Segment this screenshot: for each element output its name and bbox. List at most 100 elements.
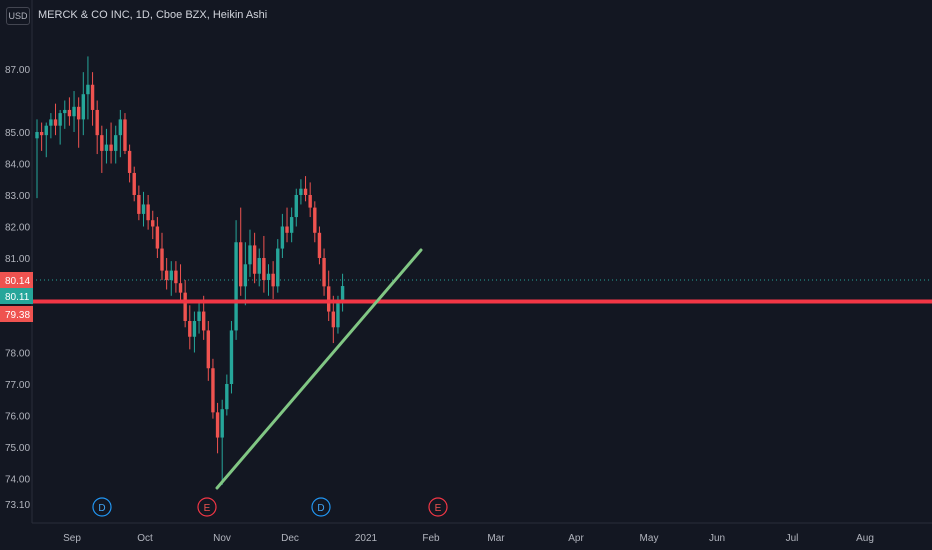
candle-body: [225, 384, 229, 410]
candle-body: [248, 245, 252, 265]
candle-body: [104, 144, 109, 151]
x-tick-label: 2021: [355, 533, 378, 544]
price-label-bg: [0, 272, 33, 288]
candle-body: [313, 207, 317, 233]
price-label: 80.11: [5, 292, 30, 303]
x-tick-label: Oct: [137, 533, 153, 544]
earnings-marker-icon[interactable]: [428, 497, 448, 517]
y-tick-label: 75.00: [5, 443, 30, 454]
candle-body: [243, 264, 248, 287]
x-tick-label: Nov: [213, 533, 231, 544]
y-tick-label: 83.00: [5, 191, 30, 202]
candle-body: [146, 204, 150, 221]
candle-body: [271, 273, 275, 287]
candle-body: [280, 226, 285, 249]
candle-body: [160, 248, 164, 271]
candle-body: [81, 94, 85, 120]
event-marker-label: D: [98, 503, 105, 514]
candle-body: [188, 321, 192, 337]
candle-body: [234, 242, 238, 331]
candle-body: [58, 113, 62, 126]
price-label-bg: [0, 306, 33, 322]
x-tick-label: Jul: [786, 533, 799, 544]
candle-body: [72, 106, 76, 117]
candle-body: [169, 270, 173, 281]
candle-body: [262, 258, 266, 281]
candle-body: [322, 258, 326, 287]
candle-body: [285, 226, 289, 233]
candle-body: [340, 286, 345, 303]
currency-badge[interactable]: USD: [6, 7, 30, 25]
candle-body: [39, 132, 44, 136]
candle-body: [44, 125, 48, 136]
candle-body: [257, 258, 261, 274]
x-tick-label: Jun: [709, 533, 725, 544]
candle-body: [197, 311, 201, 321]
candle-body: [114, 135, 118, 151]
candle-body: [299, 188, 303, 195]
candle-body: [192, 321, 197, 337]
event-marker-label: D: [317, 503, 324, 514]
candle-body: [266, 273, 271, 281]
candle-body: [239, 242, 243, 287]
candle-body: [215, 412, 220, 438]
candle-body: [63, 109, 67, 114]
candle-body: [118, 119, 123, 136]
candle-body: [164, 270, 169, 281]
x-tick-label: Sep: [63, 533, 81, 544]
x-tick-label: Feb: [422, 533, 440, 544]
event-marker-label: E: [435, 503, 442, 514]
dividend-marker-icon[interactable]: [311, 497, 331, 517]
candle-body: [35, 132, 39, 139]
candle-body: [252, 245, 257, 274]
candle-body: [95, 109, 99, 136]
candle-body: [100, 135, 104, 151]
candle-body: [155, 226, 160, 249]
candle-body: [141, 204, 146, 214]
candle-body: [211, 368, 215, 413]
candle-body: [174, 270, 178, 284]
candle-body: [53, 119, 58, 126]
y-tick-label: 82.00: [5, 223, 30, 234]
price-label: 79.38: [5, 310, 30, 321]
dividend-marker-icon[interactable]: [92, 497, 112, 517]
y-tick-label: 78.00: [5, 349, 30, 360]
earnings-marker-icon[interactable]: [197, 497, 217, 517]
price-label-bg: [0, 288, 33, 304]
trendline[interactable]: [215, 248, 423, 490]
event-marker-label: E: [204, 503, 211, 514]
x-tick-label: Mar: [487, 533, 505, 544]
candle-body: [294, 195, 298, 218]
candle-body: [303, 188, 308, 195]
candle-body: [331, 311, 336, 328]
candle-body: [132, 172, 136, 195]
candle-body: [127, 150, 132, 173]
candle-body: [229, 330, 234, 384]
candle-body: [109, 144, 113, 151]
candle-body: [317, 232, 322, 258]
candle-body: [49, 119, 53, 126]
y-tick-label: 73.10: [5, 500, 30, 511]
candle-body: [67, 109, 72, 117]
y-tick-label: 85.00: [5, 128, 30, 139]
candle-body: [206, 330, 211, 369]
candle-body: [308, 195, 312, 208]
candle-body: [76, 106, 81, 120]
y-tick-label: 76.00: [5, 412, 30, 423]
candle-body: [183, 292, 187, 321]
x-tick-label: Apr: [568, 533, 584, 544]
candle-body: [123, 119, 127, 151]
candle-body: [276, 248, 280, 287]
y-tick-label: 77.00: [5, 380, 30, 391]
x-tick-label: May: [640, 533, 659, 544]
candle-body: [90, 84, 95, 110]
price-label: 80.14: [5, 276, 30, 287]
candle-body: [137, 195, 141, 214]
candle-body: [86, 84, 90, 95]
candle-body: [220, 409, 224, 438]
candle-body: [289, 217, 294, 233]
candle-body: [326, 286, 331, 312]
candle-body: [178, 283, 183, 293]
y-tick-label: 84.00: [5, 160, 30, 171]
